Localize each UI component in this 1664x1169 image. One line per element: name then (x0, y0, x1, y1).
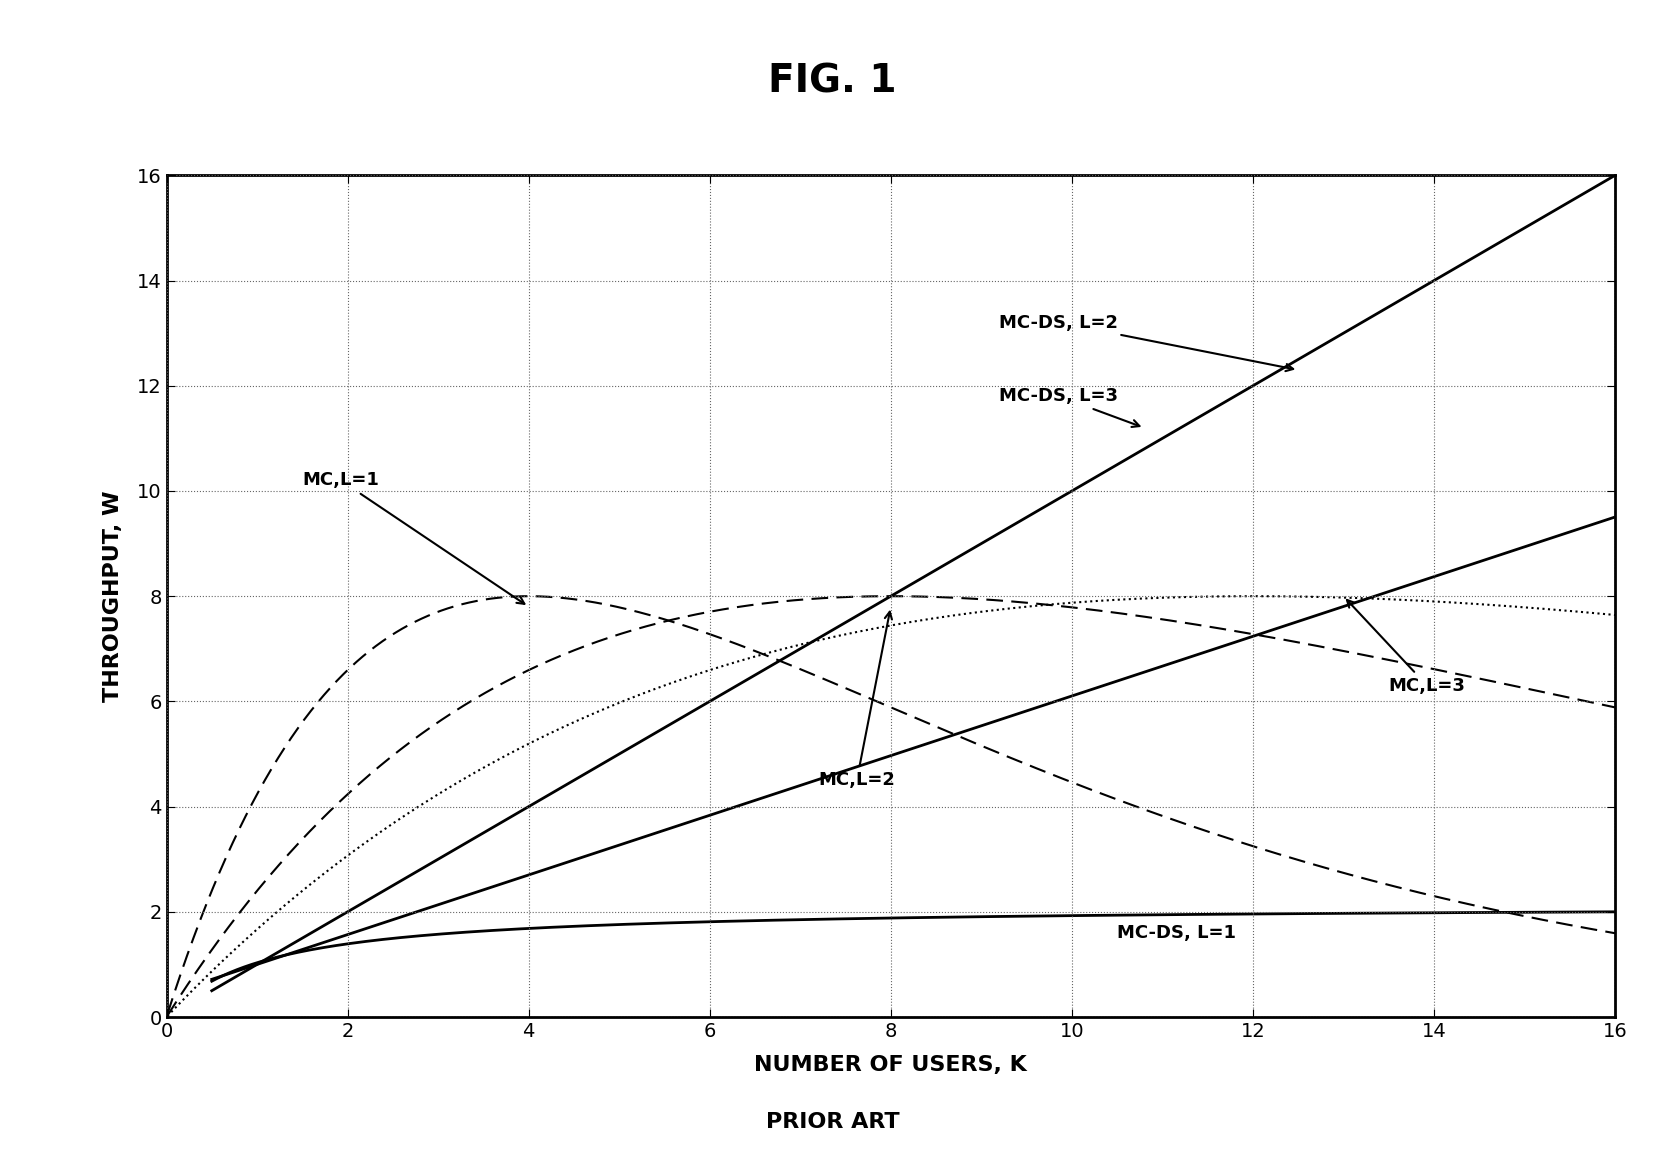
Text: MC-DS, L=2: MC-DS, L=2 (998, 313, 1293, 371)
Text: MC-DS, L=1: MC-DS, L=1 (1117, 924, 1235, 942)
Text: MC,L=2: MC,L=2 (819, 611, 895, 789)
Text: MC-DS, L=3: MC-DS, L=3 (998, 387, 1138, 427)
Text: MC,L=1: MC,L=1 (303, 471, 524, 604)
Y-axis label: THROUGHPUT, W: THROUGHPUT, W (103, 491, 123, 701)
Text: FIG. 1: FIG. 1 (767, 63, 897, 101)
Text: PRIOR ART: PRIOR ART (765, 1112, 899, 1133)
X-axis label: NUMBER OF USERS, K: NUMBER OF USERS, K (754, 1054, 1027, 1074)
Text: MC,L=3: MC,L=3 (1346, 600, 1464, 694)
